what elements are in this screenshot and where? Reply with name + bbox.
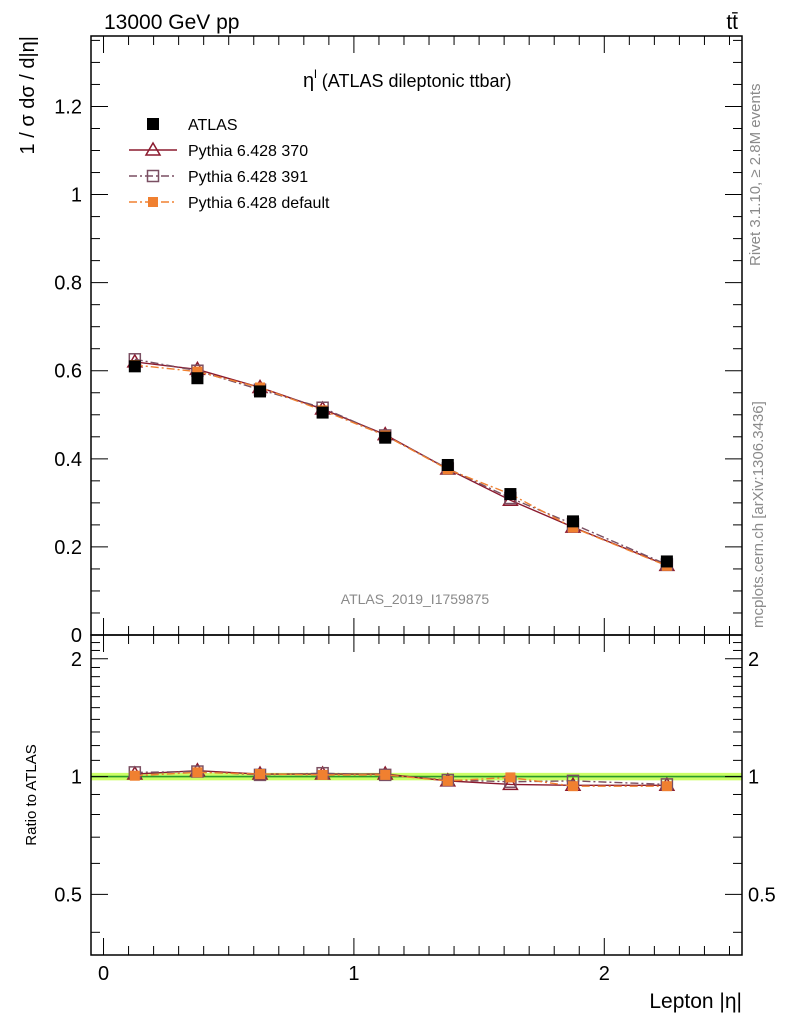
ratio-point-pythia-6-428-370: [502, 775, 519, 791]
x-tick-label: 2: [599, 963, 610, 985]
x-tick-label: 1: [348, 963, 359, 985]
ratio-point-pythia-6-428-default: [129, 770, 140, 781]
point-atlas: [441, 458, 454, 471]
process-label: tt̄: [726, 11, 738, 34]
y-tick-label: 0.8: [54, 273, 82, 295]
series-line-pythia-6-428-370: [134, 361, 668, 567]
ratio-point-pythia-6-428-default: [192, 767, 203, 778]
y-tick-label: 0.2: [54, 537, 82, 559]
rivet-label: Rivet 3.1.10, ≥ 2.8M events: [747, 84, 764, 267]
ratio-axis-title: Ratio to ATLAS: [23, 744, 40, 845]
legend-label-pythia-6-428-default: Pythia 6.428 default: [188, 195, 330, 212]
analysis-id: ATLAS_2019_I1759875: [341, 591, 490, 607]
chart-title-main: η: [303, 70, 314, 92]
chart-title: ηl (ATLAS dileptonic ttbar): [303, 67, 512, 92]
mcplots-label: mcplots.cern.ch [arXiv:1306.3436]: [750, 401, 767, 628]
axes-layer: 0 1 200.20.40.60.811.20.5 0.51 12 2: [54, 35, 776, 985]
legend-marker-pythia-6-428-default: [148, 197, 158, 207]
ratio-point-pythia-6-428-default: [380, 769, 391, 780]
series-line-pythia-6-428-default: [134, 364, 668, 567]
ratio-point-pythia-6-428-default: [442, 775, 453, 786]
y-tick-label: 1.2: [54, 96, 82, 118]
y-tick-label: 0: [71, 625, 82, 647]
ratio-tick-label: 1: [71, 767, 82, 789]
point-atlas: [379, 431, 392, 444]
point-atlas: [566, 515, 579, 528]
legend-label-pythia-6-428-370: Pythia 6.428 370: [188, 143, 308, 160]
point-atlas: [316, 406, 329, 419]
ratio-line-pythia-6-428-default: [134, 771, 667, 787]
energy-label: 13000 GeV pp: [104, 11, 239, 34]
ratio-series-layer: [126, 762, 676, 792]
main-series-layer: [126, 353, 676, 572]
point-pythia-6-428-default: [192, 366, 203, 377]
ratio-point-pythia-6-428-default: [567, 781, 578, 792]
ratio-point-pythia-6-428-default: [661, 781, 672, 792]
ratio-point-pythia-6-428-default: [317, 769, 328, 780]
legend: ATLAS Pythia 6.428 370 Pythia 6.428 391 Pyt…: [129, 117, 330, 212]
y-tick-label: 0.6: [54, 361, 82, 383]
point-atlas: [660, 555, 673, 568]
x-axis-title: Lepton |η|: [649, 990, 742, 1013]
chart-title-sup: l: [314, 67, 317, 81]
point-atlas: [191, 372, 204, 385]
ratio-band-layer: [91, 772, 742, 781]
ratio-tick-label: 0.5: [54, 884, 82, 906]
y-tick-label: 0.4: [54, 449, 82, 471]
ratio-tick-label-right: 0.5: [748, 884, 776, 906]
legend-marker-pythia-6-428-370: [144, 141, 162, 156]
ratio-plot-frame: [90, 634, 743, 956]
point-atlas: [128, 360, 141, 373]
ratio-point-pythia-6-428-default: [255, 769, 266, 780]
legend-marker-atlas: [147, 118, 159, 130]
ratio-tick-label: 2: [71, 649, 82, 671]
legend-label-atlas: ATLAS: [188, 117, 238, 134]
ratio-tick-label-right: 2: [748, 649, 759, 671]
y-axis-title: 1 / σ dσ / d|η|: [17, 36, 39, 154]
point-atlas: [254, 385, 267, 398]
y-tick-label: 1: [71, 185, 82, 207]
legend-label-pythia-6-428-391: Pythia 6.428 391: [188, 169, 308, 186]
ratio-point-pythia-6-428-default: [505, 772, 516, 783]
point-pythia-6-428-default: [567, 522, 578, 533]
chart-title-rest: (ATLAS dileptonic ttbar): [317, 71, 512, 91]
point-atlas: [504, 488, 517, 501]
legend-marker-pythia-6-428-391: [146, 169, 160, 183]
ratio-tick-label-right: 1: [748, 767, 759, 789]
x-tick-label: 0: [98, 963, 109, 985]
